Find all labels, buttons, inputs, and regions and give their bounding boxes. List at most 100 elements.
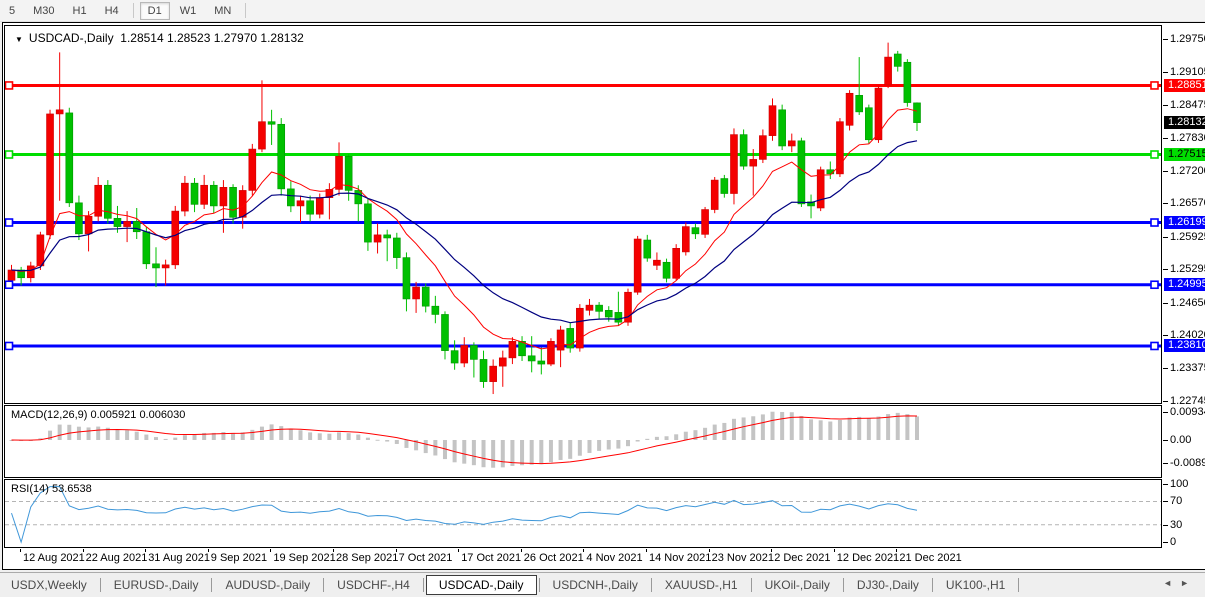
- timeframe-button-h4[interactable]: H4: [104, 4, 119, 17]
- macd-histogram-bar: [134, 431, 139, 440]
- price-axis[interactable]: 1.29750 1.29105 1.28475 1.27830 1.27200 1.265…: [1163, 23, 1205, 569]
- line-anchor-marker[interactable]: [1150, 218, 1159, 227]
- chart-tab-uk100-h1[interactable]: UK100-,H1: [945, 578, 1006, 592]
- price-axis-label: 1.27830: [1170, 132, 1205, 145]
- candle-body: [470, 345, 478, 360]
- axis-tick: [1163, 203, 1168, 205]
- macd-histogram-bar: [712, 424, 717, 440]
- candle-body: [258, 121, 266, 150]
- rsi-axis-label: 70: [1170, 495, 1183, 507]
- macd-histogram-bar: [317, 433, 322, 440]
- macd-histogram-bar: [308, 432, 313, 440]
- chart-dropdown-icon[interactable]: ▼: [15, 35, 23, 44]
- macd-axis-label: -0.00890: [1170, 457, 1205, 469]
- candle-body: [104, 184, 112, 219]
- time-axis-label: 22 Aug 2021: [85, 552, 148, 564]
- macd-histogram-bar: [337, 432, 342, 440]
- macd-histogram-bar: [847, 417, 852, 440]
- candle-body: [653, 259, 661, 266]
- line-anchor-marker[interactable]: [5, 341, 14, 351]
- price-axis-label: 1.26570: [1170, 197, 1205, 210]
- macd-label: MACD(12,26,9) 0.005921 0.006030: [11, 409, 186, 421]
- line-anchor-marker[interactable]: [1150, 280, 1159, 290]
- macd-main-value: 0.005921: [90, 409, 137, 421]
- line-anchor-marker[interactable]: [5, 150, 14, 159]
- macd-indicator-pane[interactable]: MACD(12,26,9) 0.005921 0.006030: [4, 405, 1162, 478]
- line-anchor-marker[interactable]: [1150, 341, 1159, 351]
- timeframe-button-d1[interactable]: D1: [139, 1, 170, 20]
- macd-histogram-bar: [568, 440, 573, 459]
- candle-body: [325, 189, 334, 198]
- time-axis-label: 19 Sep 2021: [273, 552, 336, 564]
- line-anchor-marker[interactable]: [5, 280, 14, 290]
- macd-histogram-bar: [163, 438, 168, 440]
- time-tick: [145, 549, 147, 552]
- timeframe-button-w1[interactable]: W1: [179, 4, 197, 17]
- macd-histogram-bar: [182, 435, 187, 440]
- time-tick: [833, 549, 835, 552]
- rsi-axis-label: 100: [1170, 478, 1189, 490]
- level-price-badge: 1.23810: [1164, 339, 1205, 353]
- macd-histogram-bar: [192, 434, 197, 440]
- time-tick: [896, 549, 898, 552]
- chart-tab-ukoil-daily[interactable]: UKOil-,Daily: [764, 578, 830, 592]
- line-anchor-marker[interactable]: [5, 218, 14, 227]
- candle-body: [132, 221, 141, 233]
- macd-histogram-bar: [288, 428, 293, 440]
- time-tick: [583, 549, 585, 552]
- chart-tab-usdcad-daily[interactable]: USDCAD-,Daily: [425, 575, 537, 595]
- time-axis-label: 31 Aug 2021: [148, 552, 210, 564]
- chart-tab-eurusd-daily[interactable]: EURUSD-,Daily: [113, 578, 199, 592]
- price-axis-label: 1.25295: [1170, 263, 1205, 276]
- candle-body: [123, 221, 131, 227]
- candle-body: [479, 359, 488, 382]
- macd-histogram-bar: [202, 432, 207, 440]
- axis-tick: [1163, 525, 1168, 526]
- price-axis-label: 1.24650: [1170, 296, 1205, 309]
- macd-histogram-bar: [760, 414, 765, 440]
- chart-tab-dj30-daily[interactable]: DJ30-,Daily: [856, 578, 919, 592]
- timeframe-button-5[interactable]: 5: [9, 4, 16, 17]
- candle-body: [383, 234, 391, 239]
- macd-histogram-bar: [105, 427, 110, 440]
- candle-body: [55, 109, 64, 115]
- line-anchor-marker[interactable]: [1150, 81, 1159, 90]
- chart-tab-usdx-weekly[interactable]: USDX,Weekly: [11, 578, 87, 592]
- axis-tick: [1163, 542, 1168, 543]
- time-axis-label: 7 Oct 2021: [398, 552, 453, 564]
- candle-body: [306, 200, 314, 215]
- candle-body: [161, 264, 170, 269]
- axis-tick: [1163, 72, 1168, 74]
- tab-separator: [650, 578, 652, 592]
- tab-scroll-left-icon[interactable]: ◄: [1163, 578, 1181, 588]
- candle-body: [238, 190, 247, 218]
- candle-body: [537, 360, 546, 365]
- macd-histogram-bar: [626, 440, 631, 447]
- chart-tab-usdchf-h4[interactable]: USDCHF-,H4: [337, 578, 410, 592]
- macd-histogram-bar: [394, 440, 399, 444]
- macd-histogram-bar: [462, 440, 467, 464]
- macd-histogram-bar: [211, 432, 216, 440]
- line-anchor-marker[interactable]: [5, 81, 14, 90]
- timeframe-button-m30[interactable]: M30: [33, 4, 55, 17]
- rsi-indicator-pane[interactable]: RSI(14) 53.6538: [4, 479, 1162, 548]
- price-axis-label: 1.22745: [1170, 395, 1205, 407]
- candle-body: [730, 134, 738, 194]
- time-axis[interactable]: 12 Aug 2021 22 Aug 2021 31 Aug 2021 9 Sep 2…: [4, 549, 1162, 569]
- macd-histogram-bar: [153, 437, 158, 440]
- chart-tab-audusd-daily[interactable]: AUDUSD-,Daily: [225, 578, 311, 592]
- candle-body: [701, 209, 709, 235]
- tab-scroll-right-icon[interactable]: ►: [1180, 578, 1197, 588]
- candle-body: [209, 184, 218, 207]
- candle-body: [614, 312, 623, 323]
- line-anchor-marker[interactable]: [1150, 150, 1159, 159]
- candle-body: [373, 234, 382, 243]
- macd-histogram-bar: [799, 416, 804, 440]
- tab-separator: [842, 578, 844, 592]
- chart-tab-xauusd-h1[interactable]: XAUUSD-,H1: [664, 578, 738, 592]
- timeframe-button-h1[interactable]: H1: [72, 4, 87, 17]
- timeframe-button-mn[interactable]: MN: [214, 4, 232, 17]
- chart-tab-usdcnh-daily[interactable]: USDCNH-,Daily: [552, 578, 638, 592]
- main-price-pane[interactable]: ▼ USDCAD-,Daily 1.28514 1.28523 1.27970 1…: [4, 25, 1162, 404]
- time-tick: [20, 549, 21, 552]
